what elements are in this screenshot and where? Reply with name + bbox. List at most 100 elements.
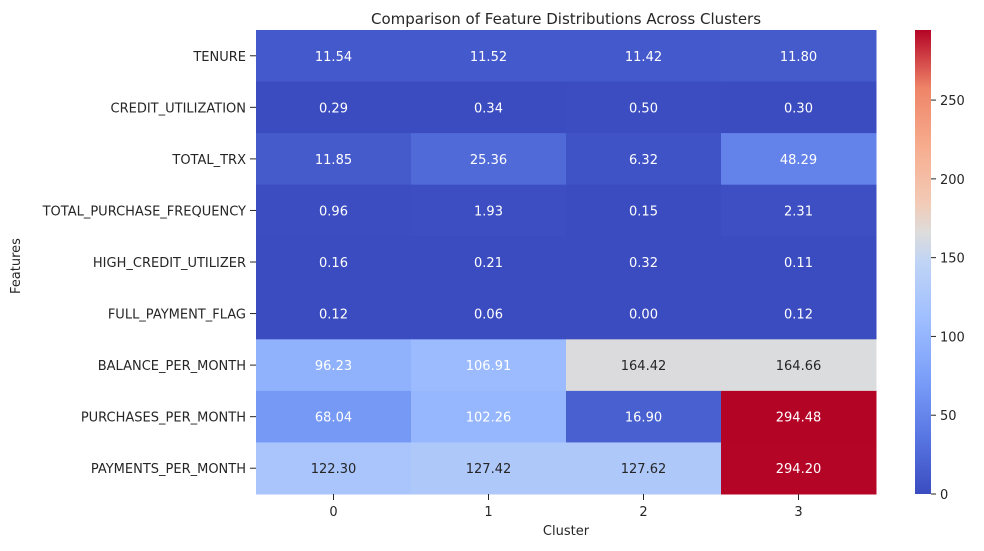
heatmap-cell — [721, 339, 877, 392]
cell-value-label: 294.48 — [776, 411, 822, 426]
heatmap-cell — [256, 287, 412, 340]
heatmap-cell — [566, 133, 722, 186]
heatmap-cell — [721, 442, 877, 495]
cell-value-label: 0.50 — [629, 101, 658, 116]
colorbar-tick-label: 0 — [940, 488, 948, 503]
heatmap-cell — [721, 30, 877, 83]
x-axis-label: Cluster — [543, 524, 590, 539]
colorbar-tick-label: 100 — [940, 330, 965, 345]
x-tick-label: 1 — [484, 505, 492, 520]
cell-value-label: 164.42 — [621, 359, 667, 374]
heatmap-cell — [411, 81, 567, 134]
heatmap-cell — [566, 287, 722, 340]
heatmap-cell — [256, 133, 412, 186]
cell-value-label: 2.31 — [784, 204, 813, 219]
colorbar — [915, 30, 931, 494]
colorbar-tick-label: 50 — [940, 409, 957, 424]
heatmap-cell — [256, 339, 412, 392]
cell-value-label: 16.90 — [625, 411, 662, 426]
heatmap-cell — [566, 339, 722, 392]
heatmap-cell — [411, 30, 567, 83]
x-tick-label: 3 — [794, 505, 802, 520]
cell-value-label: 0.12 — [784, 308, 813, 323]
x-tick-label: 2 — [639, 505, 647, 520]
cell-value-label: 96.23 — [315, 359, 352, 374]
cell-value-label: 11.42 — [625, 50, 662, 65]
heatmap-cell — [411, 133, 567, 186]
cell-value-label: 0.32 — [629, 256, 658, 271]
cell-value-label: 11.54 — [315, 50, 352, 65]
heatmap-cells: 11.54 11.52 11.42 11.80 0.29 0.34 0.50 0.30 11.8… — [256, 30, 877, 495]
cell-value-label: 0.96 — [319, 204, 348, 219]
y-tick-label: HIGH_CREDIT_UTILIZER — [93, 256, 246, 271]
colorbar-tick-label: 200 — [940, 173, 965, 188]
heatmap-cell — [411, 339, 567, 392]
cell-value-label: 0.06 — [474, 308, 503, 323]
cell-value-label: 127.42 — [466, 462, 512, 477]
cell-value-label: 127.62 — [621, 462, 667, 477]
heatmap-cell — [721, 287, 877, 340]
x-tick-label: 0 — [329, 505, 337, 520]
cell-value-label: 0.11 — [784, 256, 813, 271]
cell-value-label: 11.80 — [780, 50, 817, 65]
colorbar-ticks: 0 50 100 150 200 250 — [931, 94, 965, 503]
y-tick-label: PAYMENTS_PER_MONTH — [91, 462, 246, 477]
cell-value-label: 106.91 — [466, 359, 512, 374]
heatmap-cell — [256, 442, 412, 495]
cell-value-label: 25.36 — [470, 153, 507, 168]
cell-value-label: 0.15 — [629, 204, 658, 219]
cell-value-label: 0.30 — [784, 101, 813, 116]
heatmap-cell — [411, 442, 567, 495]
y-tick-label: TOTAL_PURCHASE_FREQUENCY — [42, 204, 246, 219]
heatmap-cell — [721, 236, 877, 289]
heatmap-cell — [721, 81, 877, 134]
heatmap-cell — [256, 81, 412, 134]
cell-value-label: 122.30 — [311, 462, 357, 477]
x-tick-labels: 0 1 2 3 — [329, 494, 803, 520]
y-tick-label: PURCHASES_PER_MONTH — [81, 411, 246, 426]
heatmap-cell — [411, 287, 567, 340]
cell-value-label: 0.00 — [629, 308, 658, 323]
cell-value-label: 0.21 — [474, 256, 503, 271]
cell-value-label: 164.66 — [776, 359, 822, 374]
y-tick-labels: TENURE CREDIT_UTILIZATION TOTAL_TRX TOTAL_P… — [42, 50, 256, 477]
cell-value-label: 294.20 — [776, 462, 822, 477]
y-tick-label: BALANCE_PER_MONTH — [98, 359, 246, 374]
cell-value-label: 1.93 — [474, 204, 503, 219]
heatmap-cell — [566, 390, 722, 443]
heatmap-cell — [256, 390, 412, 443]
cell-value-label: 0.34 — [474, 101, 503, 116]
heatmap-cell — [721, 184, 877, 237]
cell-value-label: 0.29 — [319, 101, 348, 116]
y-tick-label: TENURE — [192, 50, 246, 65]
heatmap-cell — [256, 236, 412, 289]
cell-value-label: 11.85 — [315, 153, 352, 168]
cell-value-label: 0.12 — [319, 308, 348, 323]
cell-value-label: 11.52 — [470, 50, 507, 65]
heatmap-cell — [256, 30, 412, 83]
heatmap-cell — [721, 133, 877, 186]
heatmap-cell — [721, 390, 877, 443]
colorbar-tick-label: 250 — [940, 94, 965, 109]
heatmap-cell — [566, 184, 722, 237]
cell-value-label: 0.16 — [319, 256, 348, 271]
heatmap-cell — [411, 184, 567, 237]
cell-value-label: 6.32 — [629, 153, 658, 168]
cell-value-label: 68.04 — [315, 411, 352, 426]
chart-title: Comparison of Feature Distributions Acro… — [371, 10, 761, 28]
y-tick-label: FULL_PAYMENT_FLAG — [108, 308, 246, 323]
heatmap-cell — [256, 184, 412, 237]
y-tick-label: TOTAL_TRX — [171, 153, 246, 168]
y-tick-label: CREDIT_UTILIZATION — [111, 101, 247, 116]
colorbar-tick-label: 150 — [940, 252, 965, 267]
heatmap-cell — [566, 442, 722, 495]
y-axis-label: Features — [9, 238, 24, 294]
cell-value-label: 48.29 — [780, 153, 817, 168]
heatmap-cell — [566, 30, 722, 83]
heatmap-cell — [566, 236, 722, 289]
cell-value-label: 102.26 — [466, 411, 512, 426]
heatmap-cell — [411, 390, 567, 443]
heatmap-cell — [411, 236, 567, 289]
